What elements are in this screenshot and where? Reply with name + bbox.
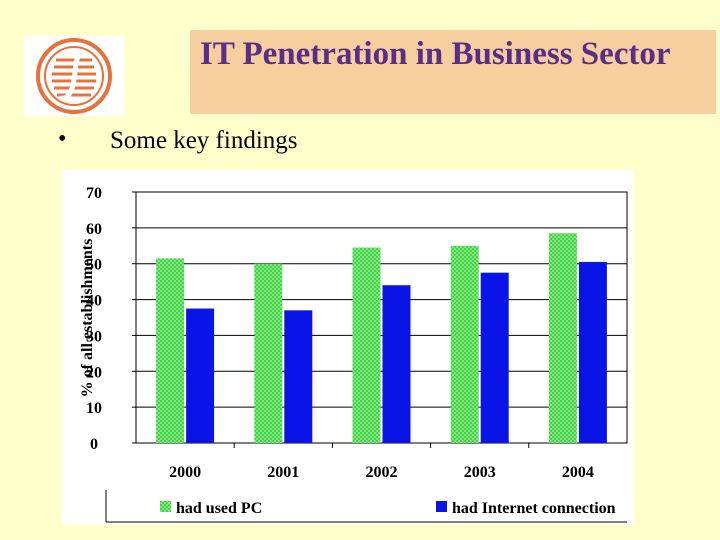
y-tick-label: 10 [86, 400, 102, 417]
bar-had-used-pc [156, 258, 185, 443]
legend-label: had used PC [176, 500, 262, 517]
x-tick-label: 2004 [562, 464, 594, 481]
bar-had-internet [480, 272, 509, 443]
x-tick-label: 2001 [267, 464, 299, 481]
y-tick-label: 0 [90, 436, 98, 453]
bar-had-internet [284, 310, 313, 443]
bar-had-internet [382, 285, 411, 443]
bullet-symbol: • [58, 126, 67, 152]
legend-swatch [436, 501, 447, 512]
bar-had-internet [578, 261, 607, 443]
logo-panel [24, 36, 124, 116]
slide-title: IT Penetration in Business Sector [200, 36, 671, 72]
bar-chart: 0 10 20 30 40 50 60 70 % of all establishments 20… [79, 185, 628, 523]
y-tick-label: 70 [86, 185, 102, 202]
slide-title-box: IT Penetration in Business Sector [190, 30, 716, 114]
x-tick-label: 2000 [169, 464, 201, 481]
bar-had-used-pc [254, 263, 283, 443]
x-tick-label: 2003 [464, 464, 496, 481]
x-tick-label: 2002 [366, 464, 398, 481]
legend-swatch [160, 501, 171, 512]
bar-had-used-pc [548, 233, 577, 443]
legend-label: had Internet connection [452, 500, 616, 517]
y-tick-label: 50 [86, 257, 102, 274]
y-tick-label: 30 [86, 328, 102, 345]
chart-panel: 0 10 20 30 40 50 60 70 % of all establishments 20… [62, 170, 634, 524]
bar-had-used-pc [450, 245, 479, 443]
bullet-text: Some key findings [110, 127, 298, 154]
bar-had-internet [186, 308, 215, 443]
company-logo-icon [36, 38, 112, 114]
bar-had-used-pc [352, 247, 381, 443]
plot-area [135, 191, 628, 444]
y-tick-label: 20 [86, 364, 102, 381]
y-axis-label: % of all establishments [79, 239, 96, 398]
y-tick-label: 40 [86, 293, 102, 310]
y-tick-label: 60 [86, 221, 102, 238]
